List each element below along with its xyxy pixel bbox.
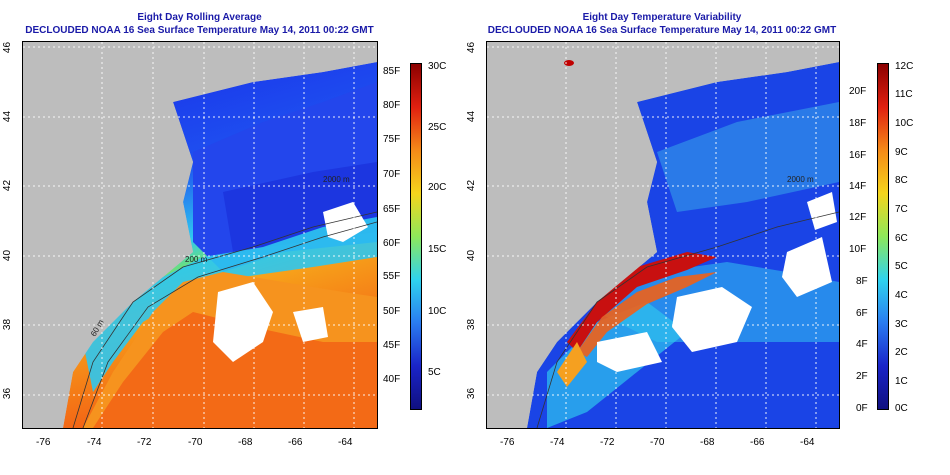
left-cb-f-60: 60F [383, 238, 401, 249]
right-y-tick-36: 36 [466, 387, 478, 400]
right-x-tick-64: -64 [800, 437, 815, 448]
left-cb-f-80: 80F [383, 100, 401, 111]
right-cb-c-2: 2C [895, 347, 908, 358]
left-y-tick-44: 44 [2, 110, 14, 123]
left-colorbar [410, 63, 422, 410]
left-x-tick-68: -68 [238, 437, 253, 448]
right-y-tick-46: 46 [466, 41, 478, 54]
right-cb-c-3: 3C [895, 319, 908, 330]
left-cb-f-70: 70F [383, 169, 401, 180]
right-cb-c-11: 11C [895, 89, 913, 100]
right-cb-f-6: 6F [856, 308, 868, 319]
right-y-tick-38: 38 [466, 318, 478, 331]
right-cb-c-9: 9C [895, 147, 908, 158]
right-x-tick-74: -74 [550, 437, 565, 448]
contour-label-200m: 200 m [185, 255, 208, 264]
left-map-subtitle: DECLOUDED NOAA 16 Sea Surface Temperatur… [25, 25, 374, 36]
right-y-tick-42: 42 [466, 179, 478, 192]
right-cb-f-0: 0F [856, 403, 868, 414]
right-cb-c-4: 4C [895, 290, 908, 301]
left-x-tick-66: -66 [288, 437, 303, 448]
left-cb-f-50: 50F [383, 306, 401, 317]
right-cb-c-6: 6C [895, 233, 908, 244]
contour-label-2000m: 2000 m [323, 175, 350, 184]
right-cb-f-14: 14F [849, 181, 867, 192]
right-cb-f-10: 10F [849, 244, 867, 255]
left-cb-f-40: 40F [383, 374, 401, 385]
left-y-tick-36: 36 [2, 387, 14, 400]
right-map-subtitle: DECLOUDED NOAA 16 Sea Surface Temperatur… [487, 25, 837, 36]
right-cb-f-20: 20F [849, 86, 867, 97]
right-cb-f-2: 2F [856, 371, 868, 382]
right-map-title: Eight Day Temperature Variability [582, 12, 742, 23]
left-x-tick-74: -74 [87, 437, 102, 448]
left-cb-c-15: 15C [428, 244, 447, 255]
right-cb-f-18: 18F [849, 118, 867, 129]
left-cb-c-30: 30C [428, 61, 447, 72]
right-cb-c-1: 1C [895, 376, 908, 387]
left-y-tick-42: 42 [2, 179, 14, 192]
right-cb-f-12: 12F [849, 212, 867, 223]
right-cb-c-5: 5C [895, 261, 908, 272]
left-cb-c-25: 25C [428, 122, 447, 133]
left-y-tick-46: 46 [2, 41, 14, 54]
left-y-tick-38: 38 [2, 318, 14, 331]
right-x-tick-72: -72 [600, 437, 615, 448]
right-x-tick-68: -68 [700, 437, 715, 448]
right-cb-c-10: 10C [895, 118, 914, 129]
left-cb-c-10: 10C [428, 306, 447, 317]
right-y-tick-44: 44 [466, 110, 478, 123]
left-cb-f-65: 65F [383, 204, 401, 215]
right-contour-label-2000m: 2000 m [787, 175, 814, 184]
right-cb-c-0: 0C [895, 403, 908, 414]
right-variability-map: 2000 m [486, 41, 840, 429]
left-cb-f-85: 85F [383, 66, 401, 77]
left-x-tick-72: -72 [137, 437, 152, 448]
right-cb-f-4: 4F [856, 339, 868, 350]
left-cb-f-75: 75F [383, 134, 401, 145]
left-y-tick-40: 40 [2, 249, 14, 262]
left-cb-c-20: 20C [428, 182, 447, 193]
left-cb-f-55: 55F [383, 271, 401, 282]
right-cb-c-8: 8C [895, 175, 908, 186]
left-cb-f-45: 45F [383, 340, 401, 351]
left-map-title: Eight Day Rolling Average [137, 12, 262, 23]
left-x-tick-76: -76 [36, 437, 51, 448]
right-x-tick-66: -66 [750, 437, 765, 448]
right-cb-c-12: 12C [895, 61, 914, 72]
right-cb-f-16: 16F [849, 150, 867, 161]
right-cb-c-7: 7C [895, 204, 908, 215]
left-sst-map: 200 m 60 m 2000 m [22, 41, 378, 429]
left-x-tick-70: -70 [188, 437, 203, 448]
right-x-tick-70: -70 [650, 437, 665, 448]
right-x-tick-76: -76 [500, 437, 515, 448]
right-colorbar [877, 63, 889, 410]
right-y-tick-40: 40 [466, 249, 478, 262]
left-x-tick-64: -64 [338, 437, 353, 448]
right-cb-f-8: 8F [856, 276, 868, 287]
left-cb-c-5: 5C [428, 367, 441, 378]
